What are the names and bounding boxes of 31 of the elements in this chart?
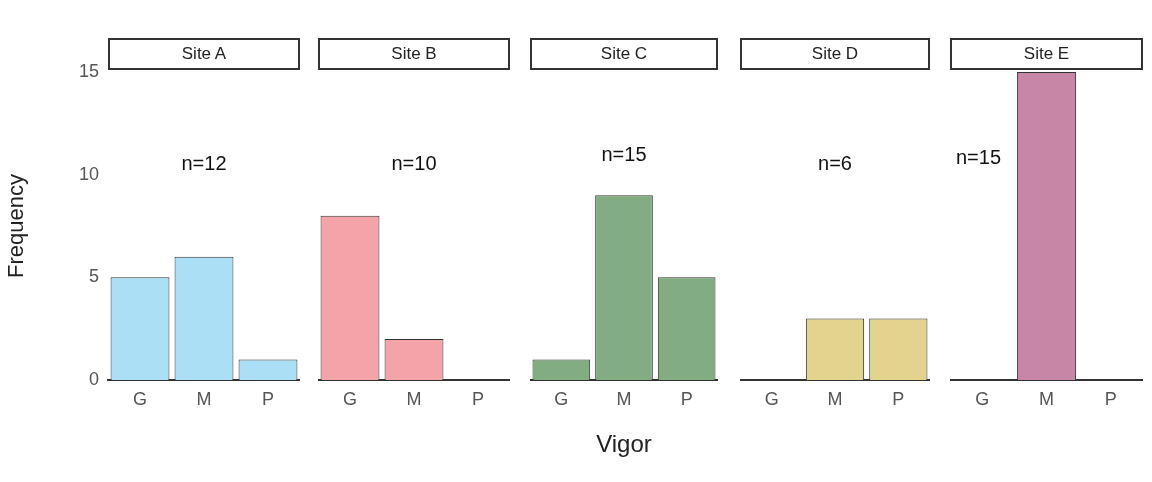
annotation: n=15	[955, 145, 1002, 168]
x-tick-label: P	[261, 388, 275, 409]
y-tick-label: 0	[88, 368, 99, 389]
chart-title: Site C	[530, 38, 718, 70]
y-tick-label: 15	[78, 60, 99, 81]
chart-title: Site D	[740, 38, 930, 70]
annotation: n=15	[601, 142, 647, 165]
chart-title: Site A	[108, 38, 300, 70]
y-axis-title: Frequency	[3, 174, 29, 278]
x-tick-label: M	[406, 388, 422, 409]
x-tick-label: M	[1039, 388, 1054, 409]
x-tick-label: M	[196, 388, 212, 409]
x-tick-label: P	[892, 388, 905, 409]
y-tick-label: 10	[78, 163, 99, 184]
x-tick-label: M	[827, 388, 843, 409]
x-tick-label: P	[1104, 388, 1117, 409]
x-tick-label: G	[132, 388, 148, 409]
x-axis-title: Vigor	[596, 430, 652, 458]
x-tick-label: G	[554, 388, 569, 409]
annotation: n=12	[181, 151, 227, 174]
x-tick-label: P	[680, 388, 693, 409]
chart-title: Site E	[950, 38, 1143, 70]
x-tick-label: G	[342, 388, 358, 409]
annotation: n=6	[818, 151, 852, 174]
x-tick-label: G	[975, 388, 990, 409]
y-tick-label: 5	[88, 266, 99, 287]
chart-title: Site B	[318, 38, 510, 70]
x-tick-label: M	[616, 388, 632, 409]
annotation: n=10	[391, 151, 437, 174]
x-tick-label: P	[471, 388, 485, 409]
x-tick-label: G	[764, 388, 779, 409]
